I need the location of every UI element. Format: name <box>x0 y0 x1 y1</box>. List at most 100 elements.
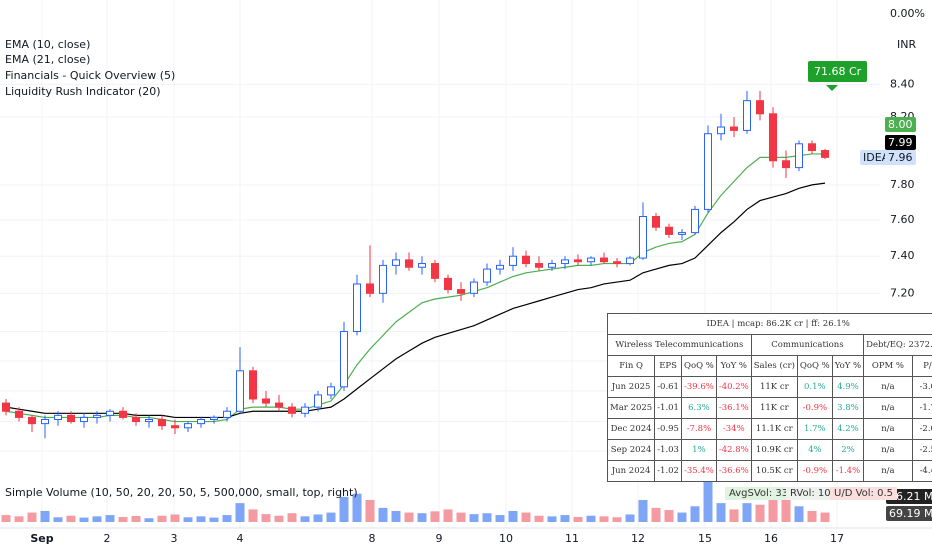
candle-body <box>67 414 75 423</box>
volume-bar <box>365 500 375 522</box>
volume-bar <box>183 517 193 522</box>
indicator-legend[interactable]: Liquidity Rush Indicator (20) <box>5 85 161 98</box>
table-cell: 4% <box>796 439 833 461</box>
candle-body <box>132 416 140 423</box>
ema-line <box>5 153 825 423</box>
table-row: Sep 2024-1.031%-42.8%10.9K cr4%2%n/a-2.5… <box>606 439 932 461</box>
table-row: Dec 2024 -0.95 -7.8% -34% 11.1K cr 1.7% 4.2% n/… <box>606 418 932 440</box>
candle-body <box>314 394 322 408</box>
volume-bar <box>417 513 427 522</box>
table-cell: 2% <box>831 439 865 461</box>
table-cell: Dec 2024 <box>606 418 656 440</box>
candle-body <box>171 425 179 429</box>
indicator-legend[interactable]: Financials - Quick Overview (5) <box>5 69 176 82</box>
volume-bar <box>443 509 453 522</box>
volume-bar <box>573 516 583 522</box>
table-cell: -42.8% <box>715 439 752 461</box>
table-cell: 4.9% <box>831 376 865 398</box>
table-cell: 0.1% <box>796 376 833 398</box>
volume-bar <box>79 517 89 522</box>
volume-bar <box>144 518 154 522</box>
table-cell: -1.02 <box>654 460 682 482</box>
volume-bar <box>430 511 440 522</box>
volume-bar <box>469 514 479 522</box>
candle-body <box>379 264 387 294</box>
table-cell: -34% <box>715 418 752 440</box>
candle-body <box>821 150 829 158</box>
table-cell: -2.55 <box>911 439 932 461</box>
volume-bar <box>521 512 531 522</box>
volume-bar <box>794 506 804 522</box>
table-header: Fin Q <box>606 355 656 377</box>
volume-bar <box>118 516 128 522</box>
x-tick-label: 15 <box>698 532 712 545</box>
volume-bar <box>300 516 310 522</box>
candle-body <box>184 423 192 429</box>
table-row: Wireless Telecommunications Communication… <box>607 334 932 356</box>
volume-bar <box>105 515 115 522</box>
volume-bar <box>508 511 518 522</box>
table-cell: -36.6% <box>715 460 752 482</box>
volume-bar <box>534 515 544 522</box>
table-cell: -0.9% <box>796 397 833 419</box>
volume-bar <box>27 512 37 522</box>
volume-bar <box>391 511 401 522</box>
candle-body <box>561 259 569 265</box>
candle-body <box>353 283 361 333</box>
y-tick-label: 7.20 <box>890 286 915 299</box>
table-row: Mar 2025 -1.01 6.3% -36.1% 11K cr -0.9% 3.8% n/… <box>606 397 932 419</box>
table-cell: 3.8% <box>831 397 865 419</box>
ema-tag: 7.99 <box>885 135 916 150</box>
candle-body <box>223 410 231 418</box>
table-cell: n/a <box>863 418 913 440</box>
percent-label: 0.00% <box>890 7 925 20</box>
tag-pointer <box>826 85 838 91</box>
x-tick-label: 4 <box>237 532 244 545</box>
table-header: P/E <box>911 355 932 377</box>
volume-bar <box>651 507 661 522</box>
candle-body <box>782 160 790 169</box>
table-cell: 11K cr <box>750 376 798 398</box>
volume-bar <box>352 493 362 522</box>
y-tick-label: 7.40 <box>890 249 915 262</box>
candle-body <box>106 410 114 416</box>
candle-body <box>392 259 400 266</box>
volume-bar <box>612 517 622 522</box>
candle-body <box>743 100 751 131</box>
x-tick-label: 2 <box>104 532 111 545</box>
candle-body <box>301 406 309 414</box>
x-tick-label: 10 <box>499 532 513 545</box>
table-header: YoY % <box>831 355 865 377</box>
candle-body <box>730 126 738 131</box>
x-tick-label: 12 <box>631 532 645 545</box>
table-row: Jun 2025 -0.61 -39.6% -40.2% 11K cr 0.1% 4.9% n… <box>606 376 932 398</box>
candle-body <box>262 398 270 404</box>
candle-body <box>54 414 62 420</box>
volume-bar <box>170 514 180 522</box>
candle-body <box>197 418 205 425</box>
candle-body <box>431 263 439 279</box>
table-cell: 11K cr <box>750 397 798 419</box>
table-cell: 1.7% <box>796 418 833 440</box>
table-cell: -1.74 <box>911 397 932 419</box>
candle-body <box>41 418 49 425</box>
candle-body <box>80 416 88 423</box>
volume-bar <box>638 500 648 522</box>
volume-bar <box>755 504 765 522</box>
indicator-legend[interactable]: EMA (10, close) <box>5 38 91 51</box>
volume-bar <box>482 513 492 522</box>
table-cell: n/a <box>863 460 913 482</box>
table-cell: -3.03 <box>911 376 932 398</box>
indicator-legend[interactable]: EMA (21, close) <box>5 53 91 66</box>
candle-body <box>249 370 257 400</box>
volume-legend[interactable]: Simple Volume (10, 50, 20, 20, 50, 5, 50… <box>5 486 358 499</box>
table-cell: -1.03 <box>654 439 682 461</box>
candle-body <box>574 259 582 263</box>
volume-bar <box>378 507 388 522</box>
volume-bar <box>222 515 232 522</box>
candle-body <box>93 414 101 418</box>
candle-body <box>2 402 10 412</box>
volume-bar <box>599 516 609 522</box>
table-row: Jun 2024 -1.02 -35.4% -36.6% 10.5K cr -0.9% -1… <box>606 460 932 482</box>
